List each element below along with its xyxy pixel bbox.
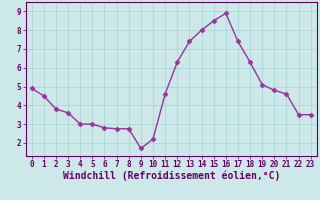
X-axis label: Windchill (Refroidissement éolien,°C): Windchill (Refroidissement éolien,°C) bbox=[62, 171, 280, 181]
